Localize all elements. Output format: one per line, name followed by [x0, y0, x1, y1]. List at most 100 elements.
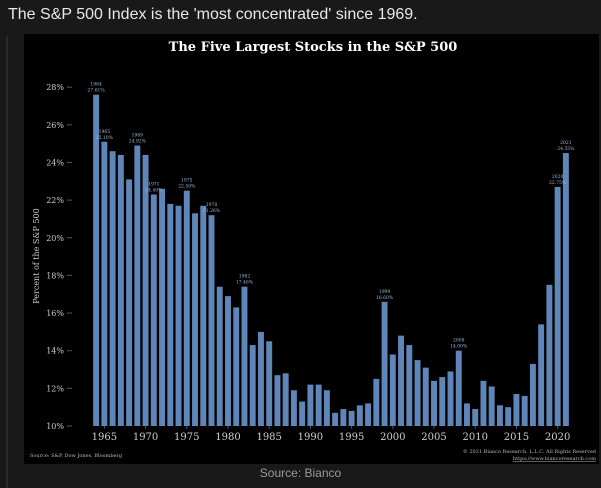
bar-1982 — [241, 286, 248, 426]
copyright-note: © 2021 Bianco Research, L.L.C. All Right… — [463, 448, 597, 455]
x-tick-label: 1995 — [339, 432, 364, 443]
chart-title: The Five Largest Stocks in the S&P 500 — [169, 40, 458, 55]
y-tick-label: 22% — [46, 196, 64, 205]
bar-2021 — [562, 153, 569, 426]
x-tick-label: 1970 — [133, 432, 158, 443]
y-tick-label: 26% — [46, 121, 64, 130]
annotation-value-2021: 24.55% — [557, 146, 575, 152]
bar-2009 — [464, 403, 470, 426]
x-tick-label: 1975 — [174, 432, 199, 443]
y-tick-label: 12% — [46, 384, 64, 393]
bar-1979 — [216, 286, 223, 426]
bar-2002 — [406, 345, 413, 426]
bar-1970 — [142, 154, 149, 427]
annotation-year-1964: 1964 — [90, 82, 102, 88]
x-tick-label: 1965 — [92, 432, 117, 443]
annotation-value-1975: 22.50% — [178, 184, 196, 190]
bar-1973 — [167, 203, 174, 426]
bar-2016 — [521, 395, 528, 426]
bar-1994 — [340, 409, 347, 426]
bar-2006 — [439, 377, 446, 426]
x-tick-label: 2015 — [504, 432, 529, 443]
bar-1987 — [282, 373, 289, 426]
annotation-value-1999: 16.60% — [376, 295, 394, 301]
bar-2012 — [488, 386, 495, 426]
bar-1974 — [175, 205, 182, 426]
bar-1983 — [249, 345, 256, 426]
bar-1985 — [266, 341, 273, 426]
y-tick-label: 18% — [46, 271, 64, 280]
annotation-year-2021: 2021 — [560, 140, 572, 146]
annotation-value-1969: 24.92% — [129, 139, 147, 145]
bar-1999 — [381, 301, 388, 426]
y-tick-label: 24% — [46, 158, 64, 167]
bar-2011 — [480, 380, 487, 426]
y-axis: 10% 12% 14% 16% 18% 20% 22% 24% 26% 28% — [46, 83, 72, 431]
bar-1993 — [332, 412, 339, 426]
bar-2000 — [389, 354, 396, 426]
bar-2019 — [546, 284, 553, 426]
bar-1996 — [356, 405, 363, 426]
annotation-value-1982: 17.46% — [236, 280, 254, 286]
bar-1986 — [274, 375, 281, 426]
bar-2005 — [431, 380, 437, 426]
bar-1977 — [200, 205, 207, 426]
annotation-year-1971: 1971 — [148, 181, 160, 187]
y-axis-label: Percent of the S&P 500 — [32, 208, 41, 303]
bar-2003 — [414, 360, 421, 426]
bar-1990 — [307, 384, 314, 426]
x-tick-label: 2000 — [380, 432, 405, 443]
bar-chart: The Five Largest Stocks in the S&P 500 P… — [30, 40, 597, 462]
image-caption: Source: Bianco — [259, 466, 342, 480]
bar-1972 — [159, 188, 166, 426]
bar-1997 — [365, 403, 372, 426]
annotation-year-2008: 2008 — [453, 338, 465, 344]
x-tick-label: 2010 — [462, 432, 487, 443]
bar-1976 — [192, 213, 198, 426]
annotation-year-1969: 1969 — [132, 133, 144, 139]
bar-2013 — [496, 405, 503, 426]
y-tick-label: 14% — [46, 347, 64, 356]
bar-1992 — [323, 390, 330, 426]
x-tick-label: 1980 — [215, 432, 240, 443]
annotation-year-1999: 1999 — [379, 289, 391, 295]
bar-1965 — [101, 141, 108, 426]
annotation-year-1978: 1978 — [206, 202, 218, 208]
bar-2014 — [505, 407, 512, 426]
bar-1969 — [134, 145, 141, 426]
bar-1989 — [299, 401, 306, 426]
bar-1967 — [117, 154, 124, 427]
x-tick-label: 1990 — [298, 432, 323, 443]
bar-1971 — [150, 194, 157, 426]
bar-1980 — [225, 296, 231, 426]
bar-1975 — [183, 190, 190, 426]
annotation-value-1965: 25.10% — [96, 135, 114, 141]
bar-2004 — [422, 367, 429, 426]
bar-1988 — [290, 390, 297, 426]
bar-2007 — [447, 371, 454, 426]
bar-2008 — [455, 350, 462, 426]
bar-2020 — [554, 186, 561, 426]
annotation-value-1964: 27.61% — [88, 88, 106, 94]
bar-1998 — [373, 378, 380, 426]
y-tick-label: 16% — [46, 309, 64, 318]
bar-1995 — [348, 410, 355, 426]
x-tick-label: 1985 — [256, 432, 281, 443]
bar-1991 — [315, 384, 322, 426]
chart-image: The Five Largest Stocks in the S&P 500 P… — [24, 34, 599, 464]
x-tick-label: 2020 — [545, 432, 570, 443]
bar-2015 — [513, 394, 520, 426]
bar-2010 — [472, 409, 479, 426]
website-link[interactable]: https://www.biancoresearch.com — [513, 456, 596, 462]
annotation-year-2020: 2020 — [552, 174, 564, 180]
bar-1964 — [93, 94, 100, 427]
post-text: The S&P 500 Index is the 'most concentra… — [8, 6, 418, 23]
bar-1981 — [233, 307, 240, 426]
annotation-value-1971: 24.40% — [145, 187, 163, 193]
bar-1978 — [208, 215, 215, 426]
annotation-year-1965: 1965 — [99, 129, 111, 135]
bar-1984 — [257, 331, 264, 426]
y-tick-label: 10% — [46, 422, 64, 431]
annotation-year-1975: 1975 — [181, 178, 193, 184]
